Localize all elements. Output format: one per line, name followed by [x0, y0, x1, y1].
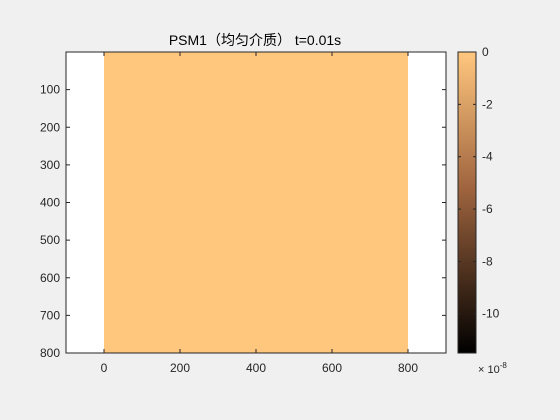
y-tick-label: 200 — [40, 120, 60, 134]
y-tick-label: 100 — [40, 83, 60, 97]
y-tick-label: 300 — [40, 158, 60, 172]
y-tick-label: 700 — [40, 308, 60, 322]
chart-title: PSM1（均匀介质） t=0.01s — [169, 32, 341, 48]
colorbar-exponent-power: -8 — [500, 361, 508, 370]
x-tick-label: 0 — [101, 361, 108, 375]
y-tick-label: 600 — [40, 271, 60, 285]
x-tick-label: 600 — [322, 361, 342, 375]
x-tick-label: 800 — [398, 361, 418, 375]
colorbar-tick-label: -8 — [482, 254, 493, 268]
colorbar-tick-label: -10 — [482, 307, 500, 321]
field-image — [104, 52, 408, 353]
y-tick-label: 800 — [40, 346, 60, 360]
colorbar-ticks: 0 -2 -4 -6 -8 -10 — [458, 45, 500, 321]
colorbar-tick-label: 0 — [482, 45, 489, 59]
y-tick-label: 400 — [40, 196, 60, 210]
x-axis-ticks: 0 200 400 600 800 — [101, 52, 418, 375]
colorbar-tick-label: -2 — [482, 97, 493, 111]
colorbar-exponent-base: × 10 — [478, 364, 500, 376]
colorbar — [457, 51, 477, 354]
x-tick-label: 200 — [170, 361, 190, 375]
x-tick-label: 400 — [246, 361, 266, 375]
colorbar-exponent: × 10-8 — [478, 361, 507, 376]
colorbar-tick-label: -6 — [482, 202, 493, 216]
y-axis-ticks: 100 200 300 400 500 600 700 800 — [40, 83, 446, 360]
y-tick-label: 500 — [40, 233, 60, 247]
colorbar-tick-label: -4 — [482, 150, 493, 164]
